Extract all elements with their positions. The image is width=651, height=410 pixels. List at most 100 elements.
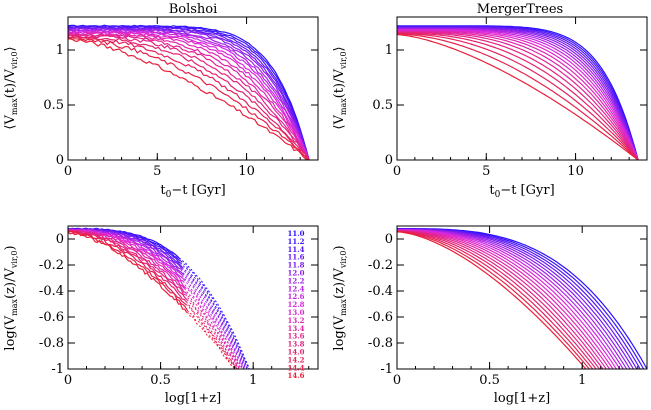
legend-label: 14.0 — [287, 348, 304, 357]
y-tick-label: -0.8 — [39, 336, 64, 351]
series-line-dotted — [178, 257, 250, 370]
series-line — [397, 32, 639, 161]
legend-label: 14.4 — [287, 363, 304, 372]
legend-label: 11.2 — [287, 237, 304, 246]
curves — [396, 228, 648, 370]
series-line — [397, 229, 628, 370]
y-tick-label: 0 — [56, 232, 64, 247]
legend-label: 12.8 — [287, 300, 304, 309]
series-line-dotted — [184, 288, 241, 370]
series-line — [396, 230, 604, 370]
legend-label: 12.4 — [287, 284, 304, 293]
series-line — [67, 25, 310, 161]
y-tick-label: 0 — [385, 153, 393, 168]
legend-label: 14.2 — [287, 355, 304, 364]
series-line — [397, 25, 639, 161]
y-tick-label: -1 — [51, 362, 64, 377]
x-tick-label: 1 — [578, 373, 586, 388]
series-line — [67, 230, 185, 289]
y-axis-label: ⟨Vmax(t)/Vvir,0⟩ — [3, 46, 19, 129]
y-tick-label: 0.5 — [372, 98, 393, 113]
x-axis-label: log[1+z] — [165, 391, 221, 406]
series-line — [67, 31, 310, 161]
legend-label: 12.0 — [287, 269, 304, 278]
series-line — [397, 33, 639, 161]
series-line-dotted — [182, 273, 245, 370]
y-tick-label: -0.2 — [39, 258, 64, 273]
y-tick-label: -0.6 — [368, 310, 393, 325]
series-line — [67, 227, 181, 264]
x-tick-label: 0.5 — [150, 373, 171, 388]
legend: 11.011.211.411.611.812.012.212.412.612.8… — [287, 229, 304, 380]
series-line — [397, 31, 639, 161]
series-line — [397, 230, 611, 370]
series-line — [396, 231, 590, 370]
series-line — [397, 228, 645, 370]
x-tick-label: 0 — [64, 164, 72, 179]
curves — [67, 24, 310, 161]
series-line — [67, 37, 310, 161]
y-tick-label: -0.8 — [368, 336, 393, 351]
series-line-dotted — [180, 268, 246, 370]
series-line — [67, 33, 310, 161]
series-line — [67, 30, 310, 161]
series-line — [67, 229, 187, 303]
legend-label: 13.8 — [287, 340, 304, 349]
y-tick-label: -0.2 — [368, 258, 393, 273]
series-line — [397, 31, 639, 161]
ticks: 0 0.5 1 -1 -0.8 -0.6 -0.4 -0.2 0 — [39, 226, 318, 388]
x-tick-label: 10 — [567, 164, 584, 179]
y-axis-label: log(Vmax(z)/Vvir,0) — [3, 245, 19, 350]
legend-label: 13.6 — [287, 332, 304, 341]
series-line-dotted — [184, 287, 242, 370]
x-tick-label: 0 — [64, 373, 72, 388]
series-line — [396, 230, 600, 370]
series-line-dotted — [180, 260, 250, 370]
x-axis-label: log[1+z] — [494, 391, 550, 406]
y-tick-label: 1 — [385, 43, 393, 58]
series-line-dotted — [183, 279, 244, 370]
y-axis-label: ⟨Vmax(t)/Vvir,0⟩ — [332, 46, 348, 129]
series-line — [396, 33, 639, 161]
y-tick-label: -0.4 — [39, 284, 64, 299]
series-line-dotted — [180, 262, 249, 370]
x-tick-label: 0.5 — [479, 373, 500, 388]
y-tick-label: -0.4 — [368, 284, 393, 299]
series-line — [397, 30, 639, 161]
x-axis-label: t0−t [Gyr] — [160, 183, 225, 200]
legend-label: 11.4 — [287, 245, 304, 254]
ticks: 0 5 10 0 0.5 1 — [43, 17, 319, 179]
series-line — [397, 230, 594, 370]
series-line-dotted — [186, 299, 239, 370]
legend-label: 12.6 — [287, 292, 304, 301]
y-tick-label: -1 — [380, 362, 393, 377]
series-line-dotted — [185, 304, 237, 370]
x-tick-label: 0 — [393, 164, 401, 179]
y-axis-label: log(Vmax(z)/Vvir,0) — [332, 245, 348, 350]
series-line-dotted — [186, 312, 236, 370]
x-tick-label: 5 — [482, 164, 490, 179]
series-line — [67, 28, 310, 161]
x-axis-label: t0−t [Gyr] — [489, 183, 554, 200]
series-line — [67, 33, 310, 161]
plot-frame — [67, 225, 319, 370]
series-line — [397, 32, 639, 161]
panel-title: Bolshoi — [169, 2, 218, 17]
plot-frame — [396, 225, 648, 370]
panel-bolshoi-vmax-time: Bolshoi 0 5 10 0 0.5 1 t0−t [Gyr] ⟨Vmax(t)/Vv… — [3, 2, 319, 200]
y-tick-label: -0.6 — [39, 310, 64, 325]
series-line-dotted — [186, 309, 236, 370]
ticks: 0 0.5 1 -1 -0.8 -0.6 -0.4 -0.2 0 — [368, 226, 647, 388]
series-line-dotted — [185, 301, 238, 370]
curves — [67, 227, 250, 370]
y-tick-label: 1 — [56, 43, 64, 58]
series-line — [397, 26, 639, 161]
series-line — [67, 27, 310, 161]
series-line — [67, 37, 310, 161]
x-tick-label: 10 — [238, 164, 255, 179]
panel-title: MergerTrees — [477, 2, 563, 17]
series-line — [396, 34, 639, 161]
x-tick-label: 0 — [393, 373, 401, 388]
legend-label: 13.2 — [287, 316, 304, 325]
